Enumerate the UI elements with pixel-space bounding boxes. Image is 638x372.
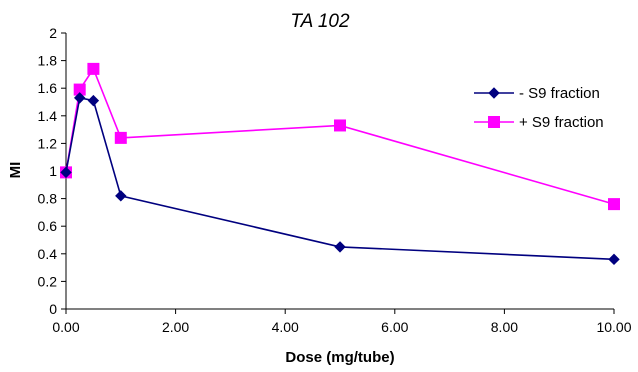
data-point-minus-s9 bbox=[334, 241, 346, 253]
y-ticks: 0 0.2 0.4 0.6 0.8 1 1.2 1.4 1.6 1.8 2 bbox=[38, 25, 66, 317]
y-tick-label: 0 bbox=[49, 301, 57, 317]
y-tick-label: 0.2 bbox=[38, 273, 58, 289]
y-tick-label: 0.4 bbox=[38, 246, 58, 262]
y-tick-label: 1 bbox=[49, 163, 57, 179]
legend: - S9 fraction + S9 fraction bbox=[474, 85, 604, 131]
series-line-plus-s9 bbox=[65, 67, 615, 205]
x-tick-label: 0.00 bbox=[52, 319, 79, 335]
data-point-minus-s9 bbox=[608, 253, 620, 266]
legend-marker-minus-s9 bbox=[488, 87, 500, 99]
legend-label-plus-s9: + S9 fraction bbox=[519, 114, 604, 131]
x-axis-label: Dose (mg/tube) bbox=[285, 349, 394, 366]
data-point-minus-s9 bbox=[73, 92, 86, 104]
x-tick-label: 6.00 bbox=[381, 319, 408, 335]
y-tick-label: 1.6 bbox=[38, 80, 58, 96]
series-line-minus-s9 bbox=[65, 96, 615, 261]
y-tick-label: 0.6 bbox=[38, 218, 58, 234]
series-layer bbox=[60, 62, 620, 266]
data-point-plus-s9 bbox=[334, 119, 346, 132]
y-tick-label: 1.4 bbox=[38, 108, 58, 124]
y-axis-label: MI bbox=[7, 162, 24, 179]
x-tick-label: 4.00 bbox=[272, 319, 299, 335]
legend-label-minus-s9: - S9 fraction bbox=[519, 85, 600, 102]
series-minus-s9 bbox=[60, 92, 620, 266]
data-point-plus-s9 bbox=[114, 131, 127, 144]
x-tick-label: 10.00 bbox=[596, 319, 631, 335]
data-point-minus-s9 bbox=[60, 166, 72, 179]
x-tick-label: 2.00 bbox=[162, 319, 189, 335]
x-tick-label: 8.00 bbox=[491, 319, 518, 335]
chart-title: TA 102 bbox=[290, 11, 350, 32]
data-point-plus-s9 bbox=[87, 62, 100, 75]
y-tick-label: 1.2 bbox=[38, 135, 58, 151]
data-point-plus-s9 bbox=[608, 198, 620, 211]
y-tick-label: 0.8 bbox=[38, 191, 58, 207]
data-point-minus-s9 bbox=[115, 190, 127, 202]
data-point-minus-s9 bbox=[87, 94, 100, 107]
x-ticks: 0.00 2.00 4.00 6.00 8.00 10.00 bbox=[52, 309, 632, 335]
y-tick-label: 2 bbox=[49, 25, 57, 41]
y-tick-label: 1.8 bbox=[38, 53, 58, 69]
legend-marker-plus-s9 bbox=[488, 116, 500, 128]
